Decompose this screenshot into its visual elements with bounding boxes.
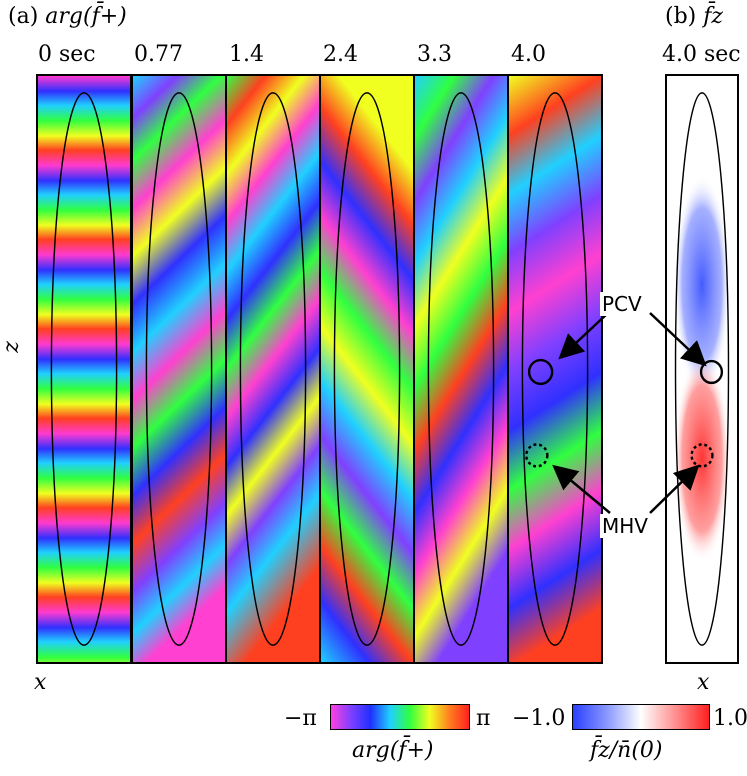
panel-a-title: arg(f̄+) [45,4,127,29]
time-label-3: 2.4 [323,42,358,67]
fz-cbar-max: 1.0 [713,706,747,731]
time-label-0: 0 sec [38,42,96,67]
fz-cbar-min: −1.0 [512,706,566,731]
phase-image-5 [509,76,601,662]
phase-panel-5 [507,74,603,664]
mhv-marker-b [690,443,714,468]
phase-image-2 [227,76,319,662]
panel-b-time: 4.0 sec [662,42,741,67]
phase-image-0 [38,76,130,662]
phase-image-4 [415,76,507,662]
phase-panel-1 [131,74,227,664]
phase-cbar-max: π [476,706,491,731]
pcv-marker-a [527,358,554,386]
time-label-4: 3.3 [417,42,452,67]
panel-b-x-label: x [697,670,710,695]
phase-colorbar [330,704,470,730]
phase-image-3 [321,76,413,662]
time-label-1: 0.77 [134,42,183,67]
mhv-arrow-right [649,464,700,514]
phase-panel-2 [225,74,321,664]
mhv-arrow-left [552,464,611,514]
phase-panel-4 [413,74,509,664]
fz-colorbar [572,704,710,730]
mhv-marker-a [525,443,549,468]
phase-cbar-caption: arg(f̄+) [352,738,434,763]
fz-cbar-caption: f̄z/n̄(0) [590,738,663,763]
phase-cbar-min: −π [284,706,317,731]
phase-panel-3 [319,74,415,664]
panel-a-label: (a) arg(f̄+) [8,4,127,29]
pcv-arrow-left [558,312,609,360]
mhv-label: MHV [600,514,650,538]
panel-b-label: (b) f̄z [665,4,723,29]
pcv-label: PCV [600,292,644,316]
fz-panel [665,74,739,664]
panel-a-x-label: x [34,670,47,695]
fz-image [667,76,737,662]
time-label-2: 1.4 [229,42,264,67]
phase-image-1 [133,76,225,662]
pcv-marker-b [699,359,724,385]
time-label-5: 4.0 [511,42,546,67]
panel-b-title: f̄z [703,4,723,29]
pcv-arrow-right [649,312,707,367]
